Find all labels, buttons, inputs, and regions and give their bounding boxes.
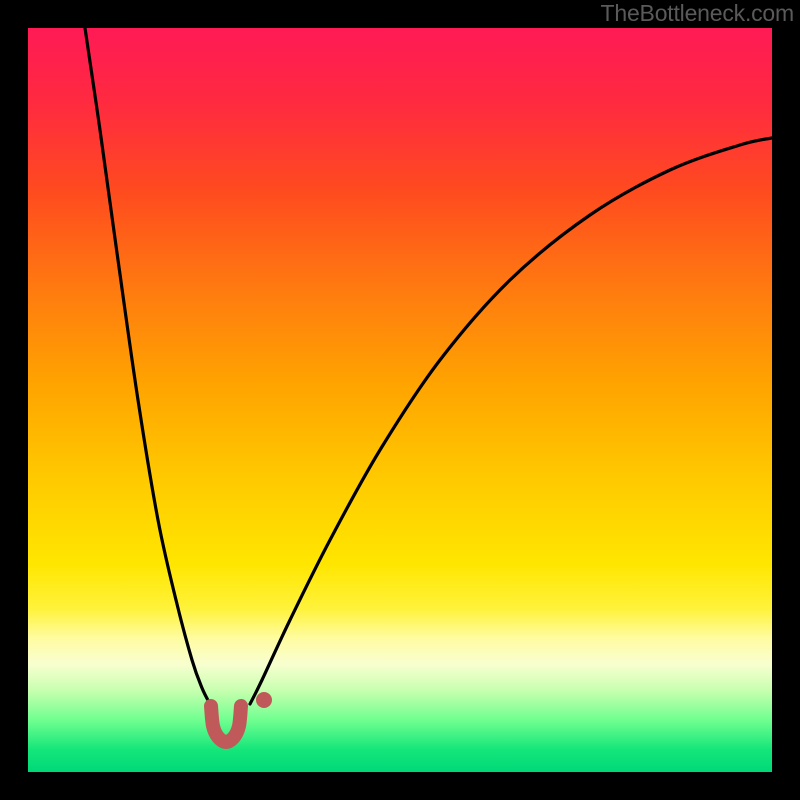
chart-svg: [0, 0, 800, 800]
dot-marker: [256, 692, 272, 708]
bottleneck-chart: TheBottleneck.com: [0, 0, 800, 800]
watermark-text: TheBottleneck.com: [601, 0, 794, 27]
